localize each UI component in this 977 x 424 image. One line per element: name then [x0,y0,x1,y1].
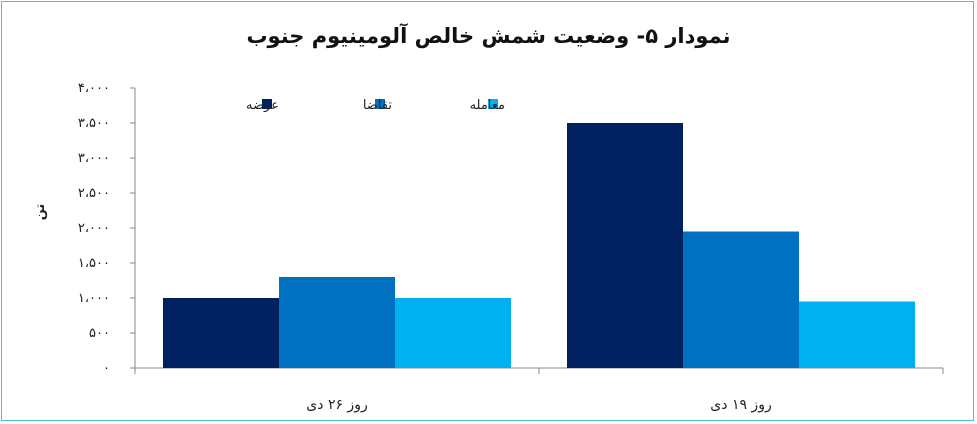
y-tick-label: ۲،۰۰۰ [78,221,110,236]
bar-معامله-0 [395,298,511,368]
legend-swatch [375,99,385,109]
chart-title: نمودار ۵- وضعیت شمش خالص آلومینیوم جنوب [246,24,731,48]
y-axis-title: تن [33,204,48,221]
bar-عرضه-0 [163,298,279,368]
y-tick-label: ۰ [103,361,110,376]
y-tick-label: ۳،۰۰۰ [78,151,110,166]
y-tick-label: ۱،۰۰۰ [78,291,110,306]
bar-تقاضا-1 [683,231,799,368]
legend-label: معامله [470,98,505,113]
y-tick-label: ۵۰۰ [89,326,110,341]
bar-عرضه-1 [567,123,683,368]
legend-swatch [488,99,498,109]
legend-label: تقاضا [363,98,393,113]
legend-label: عرضه [246,98,279,113]
x-category-label: روز ۲۶ دی [306,397,367,413]
y-tick-label: ۳،۵۰۰ [78,116,110,131]
legend-swatch [262,99,272,109]
y-tick-label: ۴،۰۰۰ [78,81,110,96]
y-tick-label: ۱،۵۰۰ [78,256,110,271]
x-category-label: روز ۱۹ دی [710,397,771,413]
bar-معامله-1 [799,301,915,368]
bar-تقاضا-0 [279,277,395,368]
y-tick-label: ۲،۵۰۰ [78,186,110,201]
